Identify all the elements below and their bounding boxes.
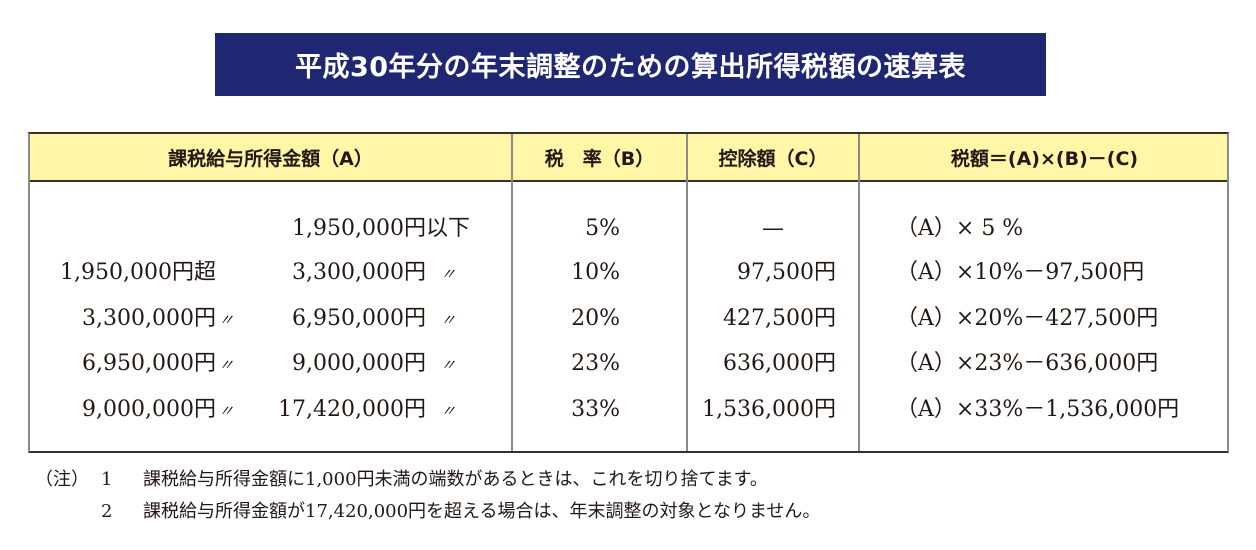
income-to: 3,300,000円 xyxy=(292,260,426,285)
footnotes: （注） 1 課税給与所得金額に1,000円未満の端数があるときは、これを切り捨て… xyxy=(35,464,820,528)
column-divider xyxy=(686,134,688,451)
ditto-mark: 〃 xyxy=(438,265,461,283)
footnote-item: 2 課税給与所得金額が17,420,000円を超える場合は、年末調整の対象となり… xyxy=(35,496,820,528)
footnote-item: （注） 1 課税給与所得金額に1,000円未満の端数があるときは、これを切り捨て… xyxy=(35,464,820,496)
column-divider xyxy=(511,134,513,451)
deduction-value: 1,536,000円 xyxy=(702,397,836,422)
page-title: 平成30年分の年末調整のための算出所得税額の速算表 xyxy=(215,33,1046,96)
income-from: 6,950,000円 xyxy=(82,351,216,376)
footnote-prefix: （注） xyxy=(35,469,89,490)
table-header: 課税給与所得金額（A） 税 率（B） 控除額（C） 税額＝(A)×(B)－(C) xyxy=(30,134,1227,182)
deduction-value: 427,500円 xyxy=(723,306,836,331)
rate-value: 10% xyxy=(571,260,620,285)
formula-value: （A）×23%－636,000円 xyxy=(896,351,1159,376)
rate-value: 33% xyxy=(571,397,620,422)
rate-value: 20% xyxy=(571,306,620,331)
income-to: 9,000,000円 xyxy=(292,351,426,376)
deduction-value: 97,500円 xyxy=(737,260,836,285)
formula-value: （A）×33%－1,536,000円 xyxy=(896,397,1180,422)
header-deduction: 控除額（C） xyxy=(718,147,828,170)
footnote-number: 2 xyxy=(101,501,113,522)
deduction-value: — xyxy=(762,216,784,241)
income-from: 9,000,000円 xyxy=(82,397,216,422)
rate-value: 5% xyxy=(585,216,620,241)
header-formula: 税額＝(A)×(B)－(C) xyxy=(950,147,1139,170)
income-from: 3,300,000円 xyxy=(82,306,216,331)
formula-value: （A）×10%－97,500円 xyxy=(896,260,1145,285)
formula-value: （A）×20%－427,500円 xyxy=(896,306,1159,331)
header-rate: 税 率（B） xyxy=(544,147,655,170)
rate-value: 23% xyxy=(571,351,620,376)
column-divider xyxy=(858,134,860,451)
income-from: 1,950,000円超 xyxy=(60,260,216,285)
footnote-text: 課税給与所得金額が17,420,000円を超える場合は、年末調整の対象となりませ… xyxy=(143,501,821,522)
footnote-text: 課税給与所得金額に1,000円未満の端数があるときは、これを切り捨てます。 xyxy=(143,469,768,490)
income-to: 1,950,000円以下 xyxy=(292,216,470,241)
formula-value: （A）× 5 % xyxy=(896,216,1024,241)
ditto-mark: 〃 xyxy=(438,311,461,329)
footnote-number: 1 xyxy=(101,469,113,490)
header-income: 課税給与所得金額（A） xyxy=(168,147,373,170)
income-to: 6,950,000円 xyxy=(292,306,426,331)
income-to: 17,420,000円 xyxy=(278,397,426,422)
ditto-mark: 〃 xyxy=(438,402,461,420)
tax-rate-table: 課税給与所得金額（A） 税 率（B） 控除額（C） 税額＝(A)×(B)－(C)… xyxy=(28,132,1229,453)
ditto-mark: 〃 xyxy=(438,356,461,374)
deduction-value: 636,000円 xyxy=(723,351,836,376)
